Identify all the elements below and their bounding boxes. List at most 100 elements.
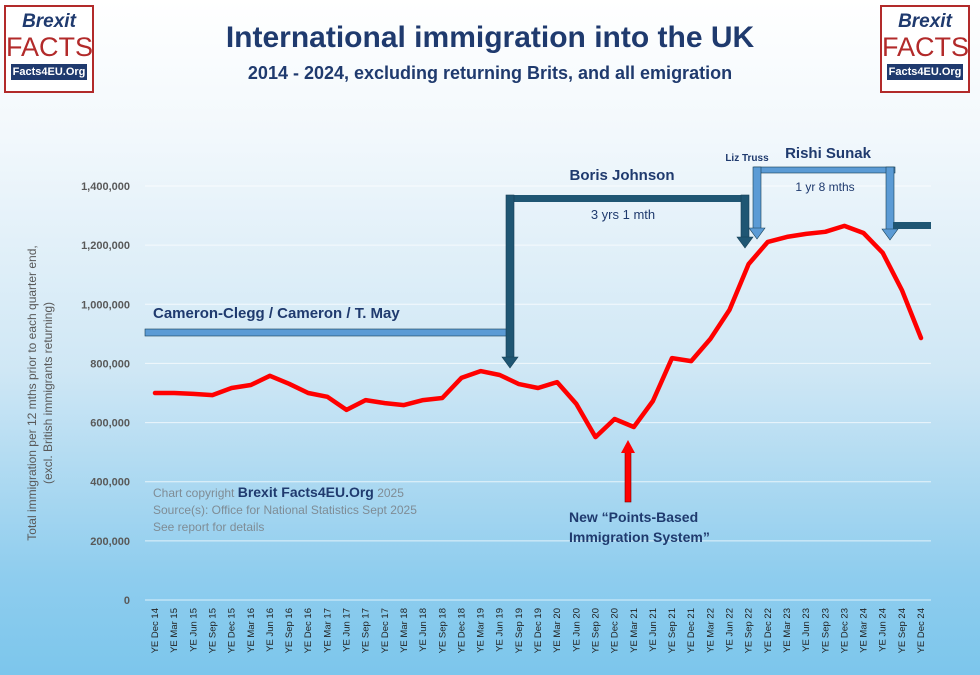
data-point (287, 382, 291, 386)
x-tick-label: YE Jun 24 (878, 608, 889, 652)
boris-start-shaft (505, 194, 515, 359)
data-point (536, 386, 540, 390)
data-point (900, 288, 904, 292)
boris-label: Boris Johnson (569, 167, 674, 184)
data-point (440, 396, 444, 400)
data-point (613, 417, 617, 421)
data-point (862, 231, 866, 235)
x-tick-label: YE Dec 24 (916, 608, 927, 653)
x-tick-label: YE Dec 14 (150, 608, 161, 653)
data-point (708, 337, 712, 341)
starmer-period-bar (893, 222, 931, 229)
x-tick-label: YE Jun 19 (495, 608, 506, 652)
boris-end-arrow-icon (736, 236, 754, 249)
data-point (364, 398, 368, 402)
brexit-facts-logo-left: Brexit FACTS Facts4EU.Org (4, 5, 94, 93)
x-tick-label: YE Sep 23 (820, 608, 831, 653)
x-tick-label: YE Dec 19 (533, 608, 544, 653)
pbs-label-2: Immigration System” (569, 529, 710, 545)
x-tick-label: YE Jun 17 (342, 608, 353, 652)
logo-text: Facts4EU.Org (11, 64, 87, 80)
x-tick-label: YE Mar 19 (476, 608, 487, 653)
truss-arrow-icon (748, 227, 766, 240)
pbs-label-1: New “Points-Based (569, 509, 698, 525)
y-tick-label: 600,000 (90, 418, 130, 430)
x-tick-label: YE Sep 20 (590, 608, 601, 653)
data-point (728, 308, 731, 312)
x-tick-label: YE Mar 22 (705, 608, 716, 653)
logo-text: Brexit (22, 11, 76, 32)
logo-text: Brexit (898, 11, 952, 32)
cameron-period-bar (144, 328, 508, 337)
data-point (345, 408, 348, 412)
truss-shaft (752, 166, 762, 230)
boris-period-bar (506, 195, 749, 202)
x-tick-label: YE Mar 16 (246, 608, 257, 653)
data-point (651, 399, 655, 403)
x-tick-label: YE Sep 16 (284, 608, 295, 653)
data-point (210, 393, 214, 397)
x-tick-label: YE Jun 18 (418, 608, 429, 652)
x-tick-label: YE Dec 20 (610, 608, 621, 653)
data-point (498, 373, 502, 377)
y-tick-label: 1,200,000 (81, 240, 130, 252)
data-point (230, 386, 234, 390)
data-point (517, 382, 521, 386)
x-tick-label: YE Sep 21 (667, 608, 678, 653)
data-point (325, 395, 329, 399)
y-axis-label: Total immigration per 12 mths prior to e… (25, 245, 39, 540)
y-tick-label: 1,400,000 (81, 181, 130, 193)
data-point (785, 235, 789, 239)
x-tick-label: YE Mar 24 (859, 608, 870, 653)
x-tick-label: YE Jun 16 (265, 608, 276, 652)
chart-title: International immigration into the UK (226, 21, 755, 54)
x-tick-label: YE Sep 17 (361, 608, 372, 653)
data-point (172, 391, 176, 395)
data-point (421, 398, 425, 402)
x-tick-label: YE Sep 15 (207, 608, 218, 653)
data-point (804, 232, 808, 236)
copyright-brand: Brexit Facts4EU.Org (238, 484, 374, 500)
x-tick-label: YE Dec 17 (380, 608, 391, 653)
data-point (670, 356, 674, 360)
y-tick-label: 400,000 (90, 477, 130, 489)
y-tick-label: 0 (124, 595, 130, 607)
data-point (919, 336, 923, 340)
copyright-prefix: Chart copyright (153, 486, 238, 500)
sunak-duration: 1 yr 8 mths (795, 180, 854, 194)
data-point (249, 383, 253, 387)
logo-text: FACTS (882, 32, 970, 62)
data-point (555, 380, 559, 384)
y-axis-label-2: (excl. British immigrants returning) (41, 302, 55, 484)
x-tick-label: YE Sep 22 (744, 608, 755, 653)
sunak-label: Rishi Sunak (785, 145, 872, 162)
data-point (593, 435, 597, 439)
copyright-year: 2025 (374, 486, 404, 500)
data-point (459, 376, 463, 380)
x-tick-label: YE Dec 18 (456, 608, 467, 653)
cameron-label: Cameron-Clegg / Cameron / T. May (153, 305, 400, 322)
x-tick-label: YE Jun 20 (571, 608, 582, 652)
x-tick-label: YE Jun 15 (188, 608, 199, 652)
y-tick-label: 200,000 (90, 536, 130, 548)
sunak-period-bar (753, 166, 896, 174)
data-point (766, 240, 770, 244)
data-point (689, 359, 693, 363)
details-text: See report for details (153, 520, 264, 534)
logo-text: FACTS (6, 32, 94, 62)
x-tick-label: YE Sep 19 (514, 608, 525, 653)
pbs-arrow-shaft (624, 451, 632, 503)
data-point (153, 391, 157, 395)
x-tick-label: YE Dec 22 (763, 608, 774, 653)
x-tick-label: YE Sep 24 (897, 608, 908, 653)
boris-start-arrow-icon (501, 356, 519, 369)
data-point (632, 425, 636, 429)
x-tick-label: YE Mar 21 (629, 608, 640, 653)
data-point (574, 402, 578, 406)
sunak-end-arrow-icon (881, 228, 899, 241)
y-tick-label: 1,000,000 (81, 299, 130, 311)
x-tick-label: YE Dec 15 (227, 608, 238, 653)
x-tick-label: YE Dec 21 (686, 608, 697, 653)
x-tick-label: YE Dec 23 (839, 608, 850, 653)
